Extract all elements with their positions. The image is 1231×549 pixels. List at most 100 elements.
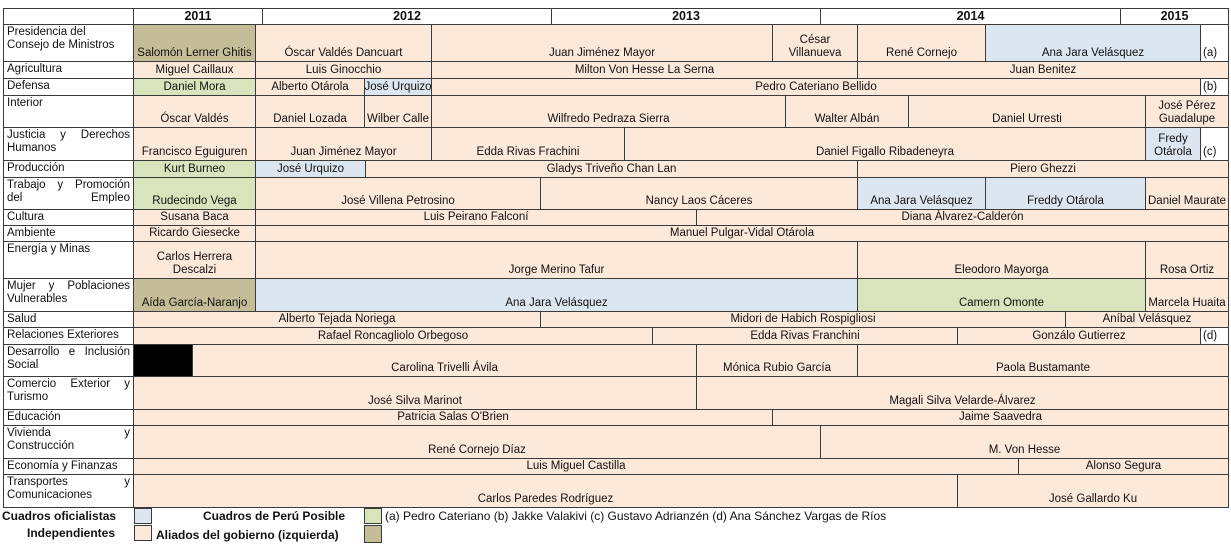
minister-cell: José Silva Marinot (133, 376, 697, 410)
legend-swatch-peru-posible (364, 508, 382, 524)
year-header: 2011 (133, 8, 263, 25)
minister-cell: Camern Omonte (857, 278, 1146, 312)
minister-cell: Ana Jara Velásquez (255, 278, 858, 312)
minister-cell: Daniel Maurate (1145, 177, 1229, 210)
ministry-label: Desarrollo e Inclusión Social (3, 344, 134, 377)
minister-cell: Óscar Valdés (133, 95, 256, 128)
minister-cell: Francisco Eguiguren (133, 127, 256, 161)
minister-cell: Gladys Triveño Chan Lan (365, 160, 858, 178)
minister-cell: Wilber Calle (364, 95, 432, 128)
minister-cell: Luis Ginocchio (255, 61, 432, 79)
minister-cell: Juan Jiménez Mayor (255, 127, 432, 161)
empty-period (133, 344, 193, 377)
minister-cell: Carlos Paredes Rodríguez (133, 474, 958, 508)
minister-cell: Susana Baca (133, 209, 256, 226)
minister-cell: Salomón Lerner Ghitis (133, 24, 256, 62)
minister-cell: Milton Von Hesse La Serna (431, 61, 858, 79)
footnote-marker: (a) (1200, 24, 1229, 62)
legend-label-peru-posible: Cuadros de Perú Posible (203, 509, 346, 523)
minister-cell: Nancy Laos Cáceres (540, 177, 858, 210)
legend-label-oficialistas: Cuadros oficialistas (2, 509, 117, 523)
minister-cell: Walter Albán (785, 95, 909, 128)
ministry-label: Economía y Finanzas (3, 458, 134, 475)
ministry-label: Presidencia del Consejo de Ministros (3, 24, 134, 62)
minister-cell: Manuel Pulgar-Vidal Otárola (255, 225, 1229, 242)
minister-cell: Alonso Segura (1018, 458, 1229, 475)
legend-label-independientes: Independientes (27, 526, 116, 540)
minister-cell: Carolina Trivelli Ávila (192, 344, 697, 377)
minister-cell: Eleodoro Mayorga (857, 241, 1146, 279)
minister-cell: Alberto Otárola (255, 78, 365, 96)
ministry-label: Producción (3, 160, 134, 178)
minister-cell: Rudecindo Vega (133, 177, 256, 210)
footnote-marker: (c) (1200, 127, 1229, 161)
ministry-label: Justicia y Derechos Humanos (3, 127, 134, 161)
minister-cell: Juan Jiménez Mayor (431, 24, 773, 62)
minister-cell: Jaime Saavedra (772, 409, 1229, 426)
minister-cell: José Pérez Guadalupe (1145, 95, 1229, 128)
ministry-label: Relaciones Exteriores (3, 327, 134, 345)
minister-cell: Luis Peirano Falconí (255, 209, 697, 226)
minister-cell: Aída García-Naranjo (133, 278, 256, 312)
minister-cell: Edda Rivas Franchini (652, 327, 958, 345)
minister-cell: Diana Álvarez-Calderón (696, 209, 1229, 226)
legend-swatch-oficialistas (134, 508, 152, 524)
minister-cell: Luis Miguel Castilla (133, 458, 1019, 475)
minister-cell: Edda Rivas Frachini (431, 127, 625, 161)
minister-cell: Midori de Habich Rospigliosi (540, 311, 1066, 328)
ministry-label: Energía y Minas (3, 241, 134, 279)
minister-cell: Wilfredo Pedraza Sierra (431, 95, 786, 128)
ministry-label: Transportes y Comunicaciones (3, 474, 134, 508)
minister-cell: Rosa Ortiz (1145, 241, 1229, 279)
ministry-label: Defensa (3, 78, 134, 96)
minister-cell: Ana Jara Velásquez (857, 177, 986, 210)
ministry-label: Mujer y Poblaciones Vulnerables (3, 278, 134, 312)
minister-cell: Miguel Caillaux (133, 61, 256, 79)
legend-footnotes: (a) Pedro Cateriano (b) Jakke Valakivi (… (385, 509, 887, 523)
minister-cell: Daniel Urresti (908, 95, 1146, 128)
minister-cell: Carlos Herrera Descalzi (133, 241, 256, 279)
minister-cell: Marcela Huaita (1145, 278, 1229, 312)
minister-cell: Patricia Salas O'Brien (133, 409, 773, 426)
minister-cell: Mónica Rubio García (696, 344, 858, 377)
minister-cell: Piero Ghezzi (857, 160, 1229, 178)
ministry-label: Salud (3, 311, 134, 328)
minister-cell: Daniel Lozada (255, 95, 365, 128)
legend-swatch-aliados (364, 525, 382, 543)
minister-cell: Óscar Valdés Dancuart (255, 24, 432, 62)
ministry-label: Comercio Exterior y Turismo (3, 376, 134, 410)
footnote-marker: (d) (1200, 327, 1229, 345)
minister-cell: Rafael Roncagliolo Orbegoso (133, 327, 653, 345)
minister-cell: Kurt Burneo (133, 160, 256, 178)
minister-cell: José Urquizo (364, 78, 432, 96)
year-header: 2014 (820, 8, 1121, 25)
ministry-label: Agricultura (3, 61, 134, 79)
minister-cell: Freddy Otárola (985, 177, 1146, 210)
minister-cell: René Cornejo Díaz (133, 425, 821, 459)
minister-cell: Jorge Merino Tafur (255, 241, 858, 279)
header-corner (3, 8, 134, 25)
minister-cell: Alberto Tejada Noriega (133, 311, 541, 328)
minister-cell: Magali Silva Velarde-Álvarez (696, 376, 1229, 410)
minister-cell: Paola Bustamante (857, 344, 1229, 377)
legend-swatch-independientes (134, 525, 152, 541)
minister-cell: José Gallardo Ku (957, 474, 1229, 508)
minister-cell: Aníbal Velásquez (1065, 311, 1229, 328)
minister-cell: Gonzálo Gutierrez (957, 327, 1201, 345)
minister-cell: René Cornejo (857, 24, 986, 62)
minister-cell: Fredy Otárola (1145, 127, 1201, 161)
ministry-label: Ambiente (3, 225, 134, 242)
ministry-label: Trabajo y Promoción del Empleo (3, 177, 134, 210)
ministry-label: Interior (3, 95, 134, 128)
minister-cell: José Villena Petrosino (255, 177, 541, 210)
minister-cell: Daniel Figallo Ribadeneyra (624, 127, 1146, 161)
year-header: 2012 (262, 8, 552, 25)
minister-cell: Pedro Cateriano Bellido (431, 78, 1201, 96)
footnote-marker: (b) (1200, 78, 1229, 96)
minister-cell: M. Von Hesse (820, 425, 1229, 459)
minister-cell: José Urquizo (255, 160, 366, 178)
minister-cell: Ricardo Giesecke (133, 225, 256, 242)
minister-cell: Ana Jara Velásquez (985, 24, 1201, 62)
year-header: 2015 (1120, 8, 1229, 25)
